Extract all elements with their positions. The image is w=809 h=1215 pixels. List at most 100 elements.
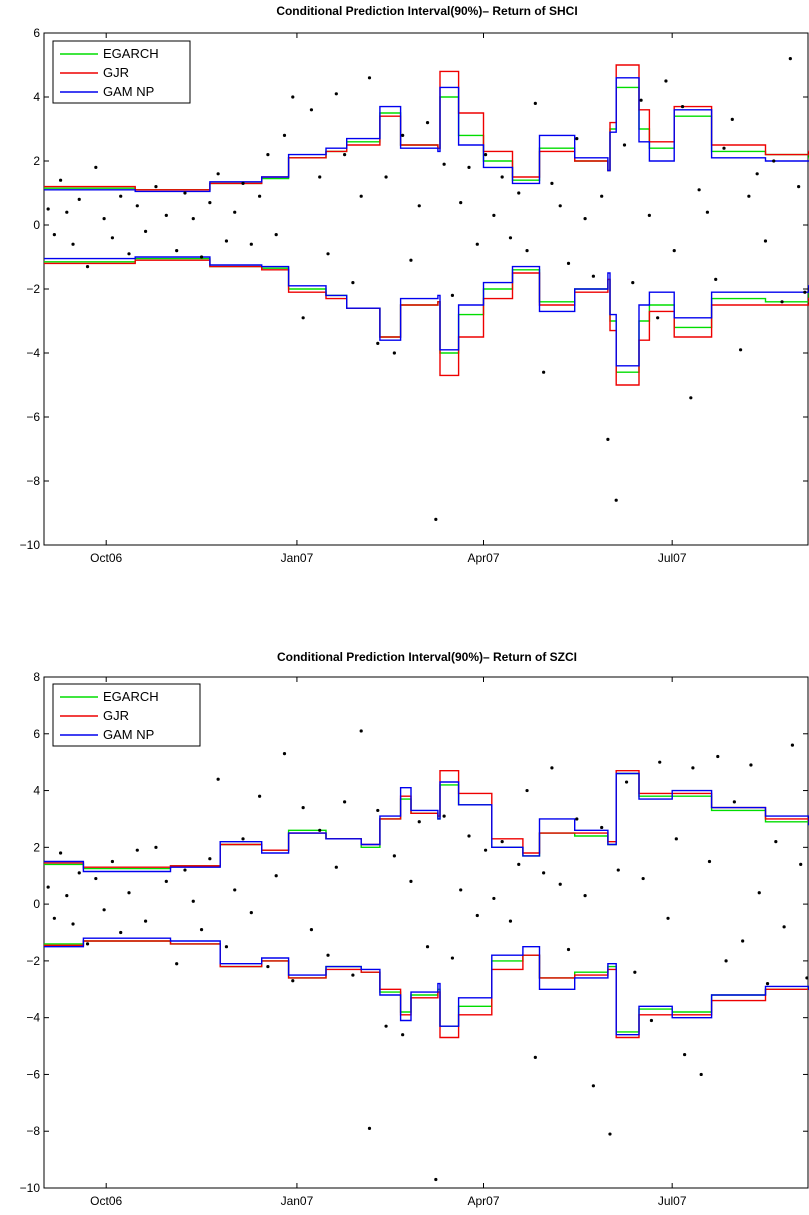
- chart-szci: Conditional Prediction Interval(90%)– Re…: [20, 650, 809, 1208]
- y-tick-label: −2: [26, 282, 40, 296]
- return-point: [558, 882, 562, 886]
- return-point: [266, 964, 270, 969]
- return-point: [274, 874, 278, 878]
- return-point: [175, 962, 179, 966]
- return-point: [359, 729, 363, 733]
- return-point: [450, 956, 455, 960]
- x-tick-label: Apr07: [467, 551, 499, 565]
- legend-label-egarch: EGARCH: [103, 689, 159, 704]
- return-point: [224, 239, 229, 243]
- return-point: [790, 743, 795, 747]
- return-point: [724, 959, 728, 963]
- return-point: [208, 857, 212, 861]
- return-point: [102, 217, 106, 221]
- return-point: [425, 945, 430, 949]
- return-point: [384, 1024, 388, 1028]
- return-point: [224, 945, 229, 949]
- return-point: [282, 752, 287, 756]
- x-tick-label: Jul07: [658, 1194, 687, 1208]
- return-point: [641, 876, 645, 881]
- return-point: [699, 1072, 703, 1077]
- return-point: [550, 766, 554, 770]
- y-tick-label: −8: [26, 1124, 40, 1138]
- return-point: [343, 153, 347, 157]
- return-point: [46, 207, 50, 211]
- y-tick-label: 2: [33, 154, 40, 168]
- y-tick-label: −6: [26, 410, 40, 424]
- return-point: [533, 1055, 537, 1060]
- return-point: [417, 820, 421, 824]
- return-point: [334, 92, 338, 96]
- return-point: [183, 191, 187, 195]
- axes-frame: [43, 676, 809, 1189]
- return-point: [135, 848, 139, 852]
- y-tick-label: −10: [20, 1181, 41, 1195]
- return-point: [309, 108, 314, 112]
- return-point: [367, 1126, 372, 1130]
- return-point: [525, 788, 529, 793]
- return-point: [216, 777, 220, 781]
- return-point: [241, 181, 245, 185]
- return-point: [351, 973, 355, 977]
- return-point: [624, 780, 629, 784]
- return-point: [649, 1018, 654, 1023]
- return-point: [680, 105, 685, 109]
- return-point: [483, 848, 488, 852]
- return-point: [442, 814, 446, 818]
- return-point: [216, 172, 220, 176]
- return-point: [639, 98, 643, 102]
- y-tick-label: −6: [26, 1067, 40, 1081]
- y-tick-label: 0: [33, 897, 40, 911]
- return-point: [803, 290, 807, 294]
- return-point: [600, 194, 604, 198]
- return-point: [334, 865, 338, 869]
- return-point: [359, 194, 363, 198]
- return-point: [110, 236, 115, 240]
- return-point: [591, 1084, 595, 1088]
- y-tick-label: 0: [33, 218, 40, 232]
- return-point: [143, 229, 148, 233]
- return-point: [757, 891, 761, 895]
- return-point: [175, 249, 179, 253]
- plot-area: −10 −8 −6 −4 −2 0 2 4 6 Oct06 Jan07 Apr07 Jul07: [20, 26, 809, 565]
- return-point: [77, 197, 81, 201]
- return-point: [716, 754, 720, 759]
- y-tick-label: 8: [33, 670, 40, 684]
- return-point: [291, 979, 295, 983]
- return-point: [351, 281, 355, 285]
- return-point: [110, 859, 115, 864]
- return-point: [591, 274, 595, 278]
- return-point: [85, 942, 90, 946]
- return-point: [233, 888, 237, 892]
- return-point: [77, 871, 81, 875]
- return-point: [417, 204, 421, 208]
- return-point: [143, 919, 148, 923]
- return-point: [318, 828, 322, 832]
- legend-label-gjr: GJR: [103, 708, 129, 723]
- legend: EGARCH GJR GAM NP: [52, 683, 201, 747]
- return-point: [566, 947, 571, 952]
- y-tick-label: −10: [20, 538, 41, 552]
- return-point: [258, 194, 262, 198]
- return-point: [392, 351, 396, 355]
- return-point: [450, 293, 455, 297]
- return-point: [467, 165, 471, 169]
- chart-title: Conditional Prediction Interval(90%)– Re…: [276, 4, 577, 18]
- return-point: [749, 763, 753, 767]
- return-point: [301, 316, 305, 320]
- series-egarch-upper: [44, 772, 809, 870]
- series-gam-np-upper: [44, 77, 809, 193]
- return-point: [434, 517, 438, 522]
- chart-shci: Conditional Prediction Interval(90%)– Re…: [20, 4, 809, 565]
- return-point: [674, 837, 678, 841]
- return-point: [788, 57, 792, 61]
- return-point: [583, 893, 587, 898]
- return-point: [799, 862, 803, 866]
- return-point: [58, 178, 63, 182]
- return-point: [475, 242, 479, 246]
- return-point: [241, 837, 245, 841]
- return-point: [376, 808, 380, 813]
- return-point: [631, 281, 635, 285]
- return-point: [164, 879, 168, 884]
- return-point: [425, 121, 430, 125]
